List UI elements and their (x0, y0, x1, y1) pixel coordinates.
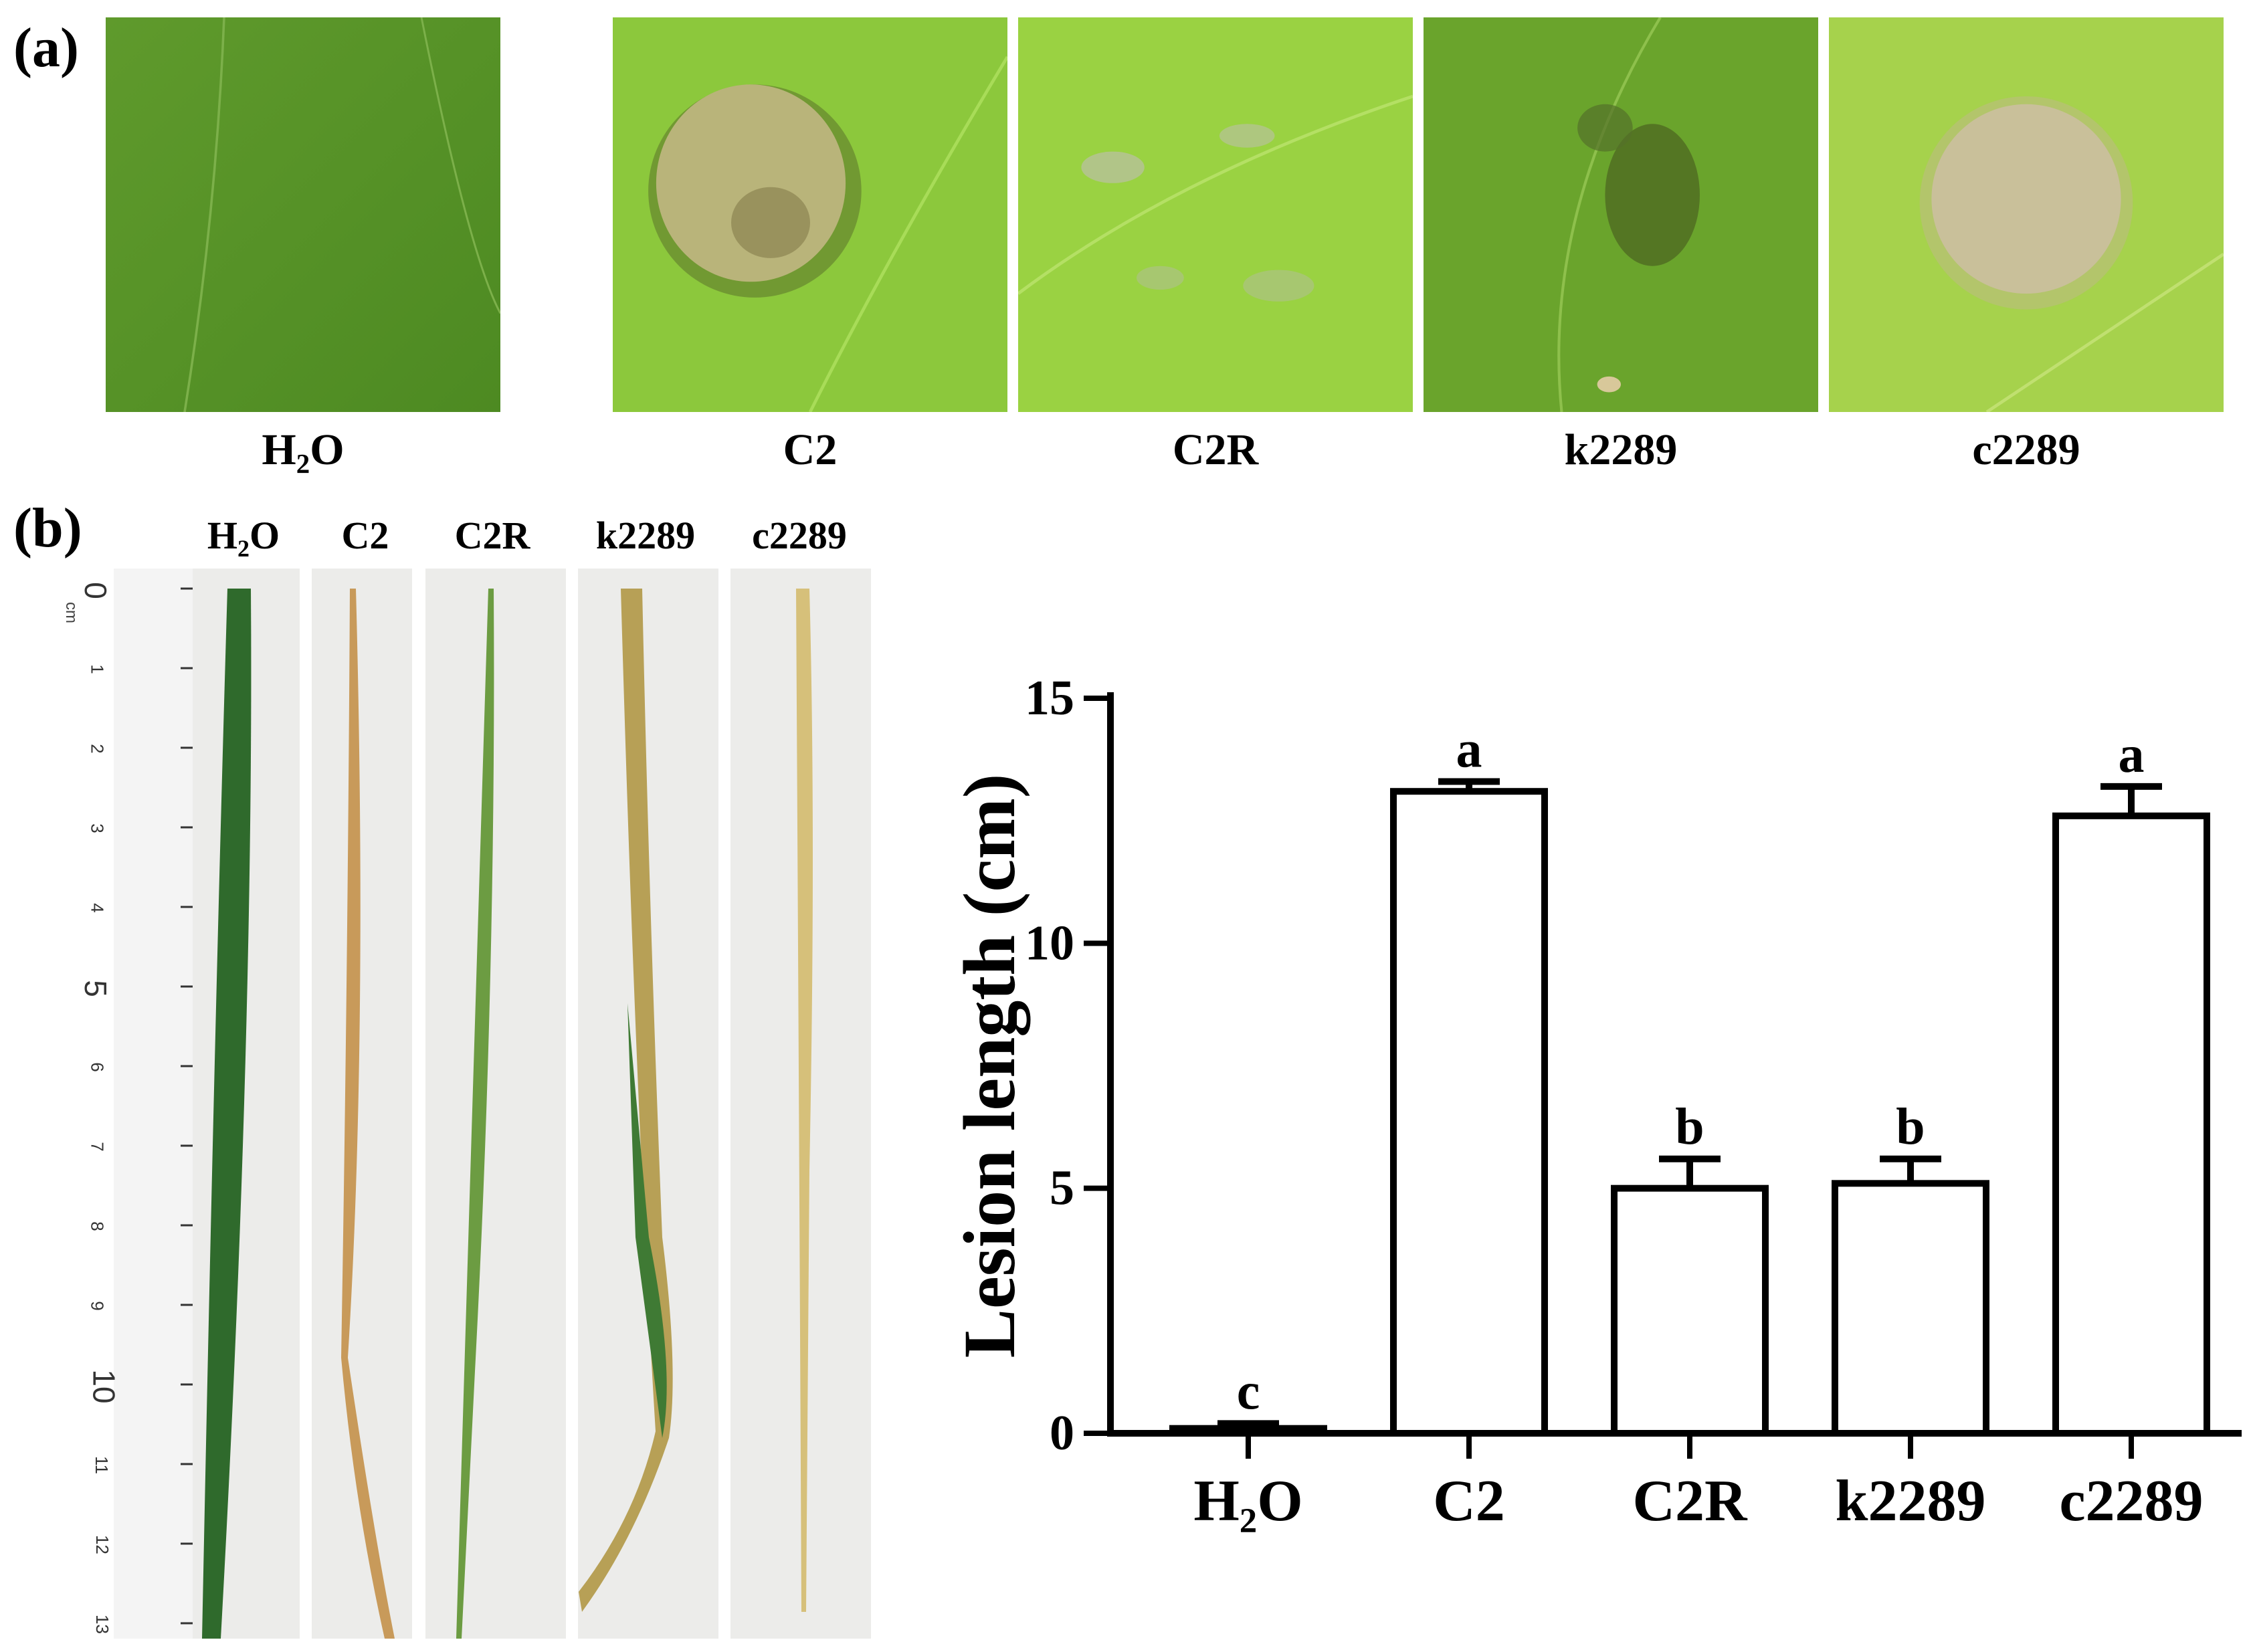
bar (2052, 812, 2210, 1437)
caption-c2r: C2R (1172, 425, 1259, 474)
leaf-label-c2289: c2289 (752, 514, 847, 557)
ruler-number: 10 (86, 1369, 122, 1404)
ruler-number: 7 (87, 1142, 108, 1152)
y-tick-label: 10 (1025, 916, 1074, 970)
caption-c2: C2 (783, 425, 838, 474)
bar (1169, 1425, 1327, 1437)
y-axis-label: Lesion length (cm) (949, 774, 1030, 1358)
leaf-photo-k2289 (1424, 17, 1818, 412)
x-tick-label: C2R (1632, 1469, 1748, 1534)
caption-h2o: H2O (262, 425, 345, 480)
lesion-length-chart: 0 5 10 15 Lesion length (cm) c H₂O a C2 b C2R b k228… (949, 671, 2242, 1534)
bar (1611, 1184, 1769, 1437)
ruler-unit: cm (62, 602, 80, 623)
ruler-number: 9 (87, 1301, 108, 1311)
ruler-number: 11 (92, 1456, 112, 1474)
significance-label: b (1896, 1098, 1925, 1156)
ruler-number: 4 (87, 903, 108, 913)
x-tick-label: C2 (1433, 1469, 1505, 1534)
panel-a-label: (a) (13, 17, 79, 79)
leaf-label-h2o: H2O (207, 514, 280, 562)
significance-label: c (1237, 1362, 1260, 1420)
ruler-number: 5 (78, 980, 113, 997)
caption-c2289: c2289 (1972, 425, 2080, 474)
leaf-label-k2289: k2289 (595, 514, 696, 557)
y-tick-label: 5 (1050, 1161, 1074, 1216)
leaf-photo-c2289 (1829, 17, 2224, 412)
bar (1390, 788, 1548, 1437)
leaf-label-c2: C2 (341, 514, 389, 557)
ruler-number: 12 (92, 1535, 112, 1554)
ruler-number: 8 (87, 1221, 108, 1231)
significance-label: a (1456, 720, 1482, 779)
y-tick-label: 15 (1025, 671, 1074, 726)
ruler-number: 2 (87, 744, 108, 754)
significance-label: b (1675, 1098, 1704, 1156)
ruler-number: 0 (78, 582, 113, 599)
significance-label: a (2119, 725, 2145, 783)
leaf-strip-photo (47, 569, 876, 1639)
leaf-photo-c2r (1018, 17, 1413, 412)
ruler-number: 3 (87, 823, 108, 833)
bar (1832, 1180, 1989, 1437)
ruler-number: 1 (87, 664, 108, 674)
leaf-photo-h2o (106, 17, 500, 412)
leaf-photo-c2 (613, 17, 1007, 412)
x-tick-label: H₂O (1193, 1469, 1302, 1534)
ruler-number: 6 (87, 1062, 108, 1072)
x-tick-label: k2289 (1836, 1469, 1986, 1534)
leaf-label-c2r: C2R (454, 514, 530, 557)
ruler-number: 13 (92, 1615, 112, 1634)
x-tick-label: c2289 (2059, 1469, 2203, 1534)
panel-b-label: (b) (13, 497, 82, 559)
y-tick-label: 0 (1050, 1406, 1074, 1461)
caption-k2289: k2289 (1564, 425, 1678, 474)
